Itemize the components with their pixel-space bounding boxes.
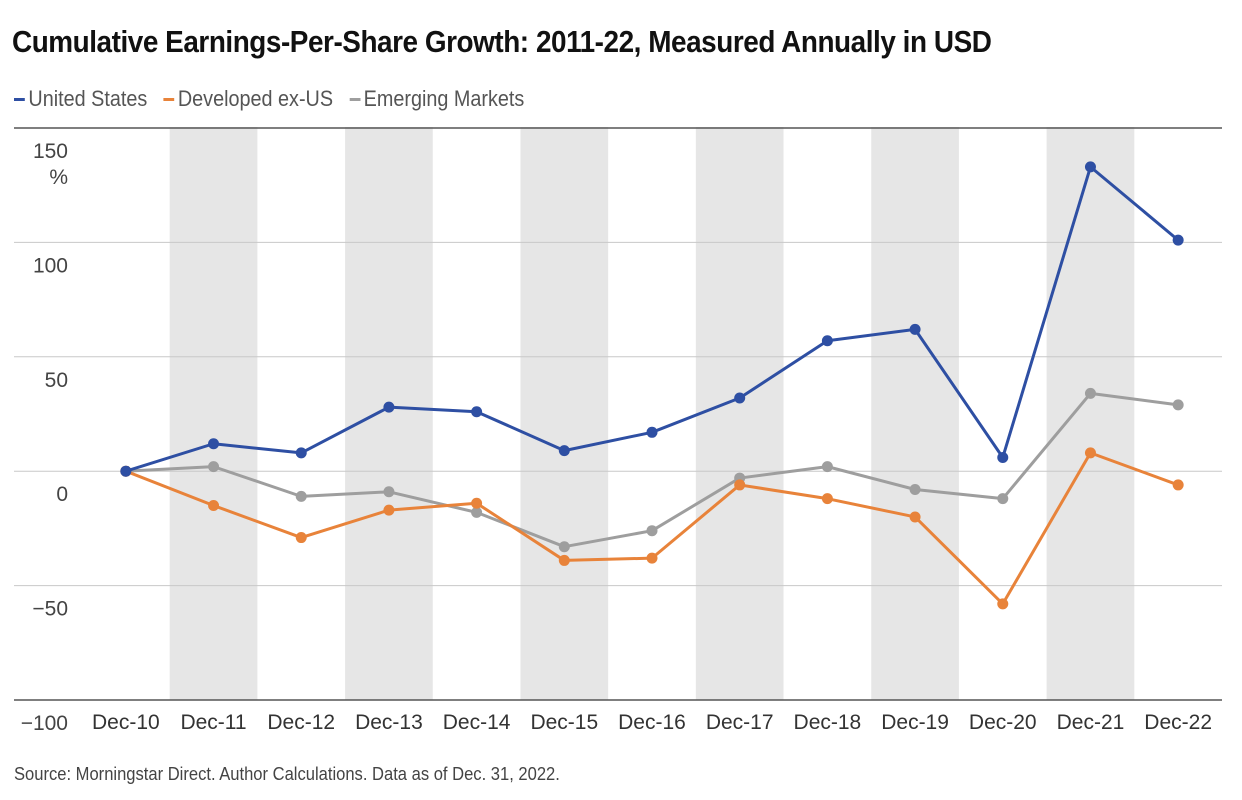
band-Dec-13 [345,127,433,700]
x-tick-label: Dec-16 [618,711,686,734]
source-note: Source: Morningstar Direct. Author Calcu… [14,764,560,784]
point-emerging-markets-Dec-20 [997,493,1009,505]
x-tick-label: Dec-17 [706,711,774,734]
point-united-states-Dec-19 [909,323,921,335]
band-Dec-17 [695,127,784,700]
point-emerging-markets-Dec-12 [295,490,307,502]
y-tick-label: 100 [33,254,68,277]
point-developed-ex-us-Dec-13 [383,504,395,516]
band-Dec-15 [520,127,609,700]
point-emerging-markets-Dec-22 [1172,399,1184,411]
point-emerging-markets-Dec-14 [471,506,483,518]
point-developed-ex-us-Dec-21 [1084,447,1096,459]
x-tick-label: Dec-13 [355,711,423,734]
point-united-states-Dec-22 [1172,234,1184,246]
x-tick-label: Dec-14 [443,711,511,734]
x-tick-label: Dec-10 [92,711,160,734]
point-united-states-Dec-16 [646,426,658,438]
legend-label-dev: Developed ex-US [177,86,334,111]
legend-item-dev: Developed ex-US [163,86,333,112]
point-developed-ex-us-Dec-11 [208,500,220,512]
x-tick-label: Dec-20 [969,711,1037,734]
y-tick-label: 0 [56,483,68,506]
point-developed-ex-us-Dec-15 [558,554,570,566]
point-united-states-Dec-11 [208,438,220,450]
y-tick-label: −100 [21,712,68,735]
point-developed-ex-us-Dec-14 [471,497,483,509]
point-developed-ex-us-Dec-17 [734,479,746,491]
point-developed-ex-us-Dec-19 [909,511,921,523]
legend-item-us: United States [14,86,147,112]
point-united-states-Dec-15 [558,445,570,457]
point-developed-ex-us-Dec-22 [1172,479,1184,491]
point-emerging-markets-Dec-11 [208,461,220,473]
point-united-states-Dec-17 [734,392,746,404]
series-line-united-states [125,165,1180,473]
point-developed-ex-us-Dec-18 [821,493,833,505]
point-emerging-markets-Dec-13 [383,486,395,498]
legend-swatch-us [14,97,25,101]
point-emerging-markets-Dec-21 [1084,387,1096,399]
band-Dec-21 [1046,127,1135,700]
point-developed-ex-us-Dec-12 [295,532,307,544]
point-united-states-Dec-13 [383,401,395,413]
point-united-states-Dec-21 [1084,161,1096,173]
point-developed-ex-us-Dec-16 [646,552,658,564]
series-line-emerging-markets [125,391,1179,549]
y-tick-label: 150 [33,140,68,163]
x-tick-label: Dec-22 [1144,711,1212,734]
point-united-states-Dec-10 [120,465,132,477]
band-Dec-19 [871,127,959,700]
y-tick-label: −50 [32,598,68,621]
point-emerging-markets-Dec-16 [646,525,658,537]
legend: United States Developed ex-US Emerging M… [14,86,524,112]
point-emerging-markets-Dec-19 [909,484,921,496]
point-developed-ex-us-Dec-20 [997,598,1009,610]
x-tick-label: Dec-12 [267,711,335,734]
band-Dec-11 [169,127,258,700]
y-tick-label: 50 [45,369,68,392]
x-tick-label: Dec-15 [530,711,598,734]
x-tick-label: Dec-19 [881,711,949,734]
x-tick-label: Dec-11 [180,711,246,734]
point-emerging-markets-Dec-15 [558,541,570,553]
point-united-states-Dec-12 [295,447,307,459]
chart-title: Cumulative Earnings-Per-Share Growth: 20… [12,24,992,59]
point-united-states-Dec-14 [471,406,483,418]
x-tick-label: Dec-18 [794,711,862,734]
point-united-states-Dec-20 [997,451,1009,463]
legend-swatch-em [349,97,361,101]
legend-item-em: Emerging Markets [349,86,524,112]
legend-swatch-dev [163,97,175,101]
point-united-states-Dec-18 [821,335,833,347]
y-unit-label: % [49,166,68,189]
point-emerging-markets-Dec-18 [821,461,833,473]
legend-label-em: Emerging Markets [363,86,525,111]
legend-label-us: United States [28,86,148,111]
x-tick-label: Dec-21 [1057,711,1125,734]
